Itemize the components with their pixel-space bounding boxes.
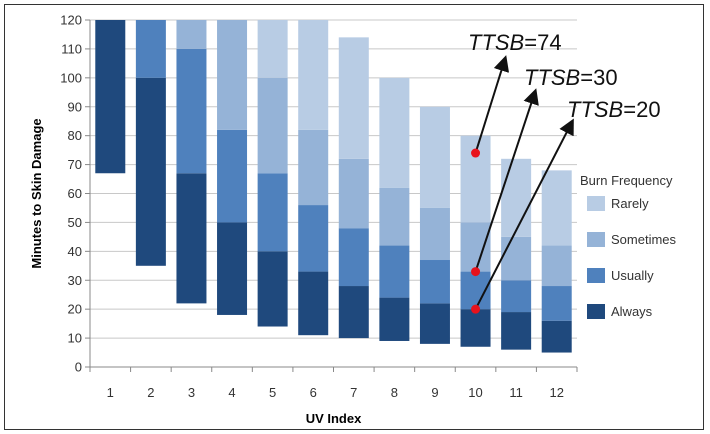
bar-segment-usually-uv3 <box>176 48 207 174</box>
y-tick-label: 100 <box>60 70 82 85</box>
annotation-label-prefix: TTSB <box>567 97 623 122</box>
bar-segment-usually-uv4 <box>217 129 248 223</box>
bar-segment-always-uv11 <box>501 312 532 350</box>
bar-segment-always-uv10 <box>460 309 491 347</box>
bar-segment-always-uv9 <box>419 303 450 344</box>
bar-segment-always-uv3 <box>176 173 207 304</box>
bar-segment-rarely-uv12 <box>541 170 572 246</box>
bar-segment-always-uv8 <box>379 297 410 341</box>
x-axis-title: UV Index <box>306 411 362 426</box>
legend-label-rarely: Rarely <box>611 196 649 211</box>
bar-segment-rarely-uv9 <box>419 106 450 208</box>
annotation-label-prefix: TTSB <box>468 30 524 55</box>
bars <box>95 20 572 353</box>
bar-segment-usually-uv5 <box>257 173 288 252</box>
bar-segment-usually-uv11 <box>501 280 532 313</box>
x-tick-label: 3 <box>188 385 195 400</box>
annotation-label-prefix: TTSB <box>524 65 580 90</box>
annotation-label: TTSB=30 <box>524 65 618 90</box>
annotation-marker <box>471 267 481 277</box>
bar-segment-usually-uv9 <box>419 260 450 304</box>
bar-segment-sometimes-uv9 <box>419 207 450 261</box>
legend-label-sometimes: Sometimes <box>611 232 677 247</box>
y-tick-label: 50 <box>68 215 82 230</box>
bar-segment-usually-uv6 <box>298 205 329 272</box>
bar-segment-always-uv2 <box>135 77 166 266</box>
x-tick-label: 10 <box>468 385 482 400</box>
annotation-arrow <box>474 88 539 272</box>
bar-segment-rarely-uv6 <box>298 20 329 130</box>
legend-label-usually: Usually <box>611 268 654 283</box>
x-tick-label: 1 <box>107 385 114 400</box>
bar-segment-always-uv1 <box>95 20 126 174</box>
y-tick-label: 20 <box>68 302 82 317</box>
bar-segment-usually-uv7 <box>338 228 369 287</box>
annotation-marker <box>471 304 481 314</box>
legend-swatch-always <box>587 304 605 319</box>
y-tick-label: 10 <box>68 331 82 346</box>
legend-label-always: Always <box>611 304 653 319</box>
y-tick-label: 80 <box>68 128 82 143</box>
bar-segment-always-uv5 <box>257 251 288 327</box>
bar-segment-sometimes-uv10 <box>460 222 491 272</box>
bar-segment-always-uv6 <box>298 271 329 336</box>
x-tick-label: 8 <box>391 385 398 400</box>
bar-segment-rarely-uv8 <box>379 77 410 188</box>
bar-segment-usually-uv2 <box>135 20 166 78</box>
x-tick-label: 11 <box>509 385 523 400</box>
annotation-marker <box>471 148 481 158</box>
bar-segment-rarely-uv5 <box>257 20 288 78</box>
y-tick-label: 0 <box>75 360 82 375</box>
y-tick-label: 30 <box>68 273 82 288</box>
y-axis-title: Minutes to Skin Damage <box>29 118 44 268</box>
bar-segment-usually-uv12 <box>541 286 572 321</box>
y-tick-label: 120 <box>60 13 82 28</box>
bar-segment-sometimes-uv12 <box>541 245 572 287</box>
annotation-label-suffix: =30 <box>580 65 617 90</box>
x-tick-label: 12 <box>549 385 563 400</box>
x-tick-label: 6 <box>310 385 317 400</box>
bar-segment-always-uv12 <box>541 320 572 353</box>
bar-segment-usually-uv8 <box>379 245 410 298</box>
bar-segment-sometimes-uv8 <box>379 187 410 246</box>
bar-segment-always-uv4 <box>217 222 248 315</box>
chart-frame: 0 10 20 30 40 50 60 70 80 90 100 110 120 1 2 3 4 5 6 7 8 9 10 1… <box>4 4 704 430</box>
legend-title: Burn Frequency <box>580 173 673 188</box>
legend-swatch-rarely <box>587 196 605 211</box>
bar-segment-sometimes-uv4 <box>217 20 248 130</box>
bar-segment-rarely-uv7 <box>338 37 369 159</box>
annotation-label-suffix: =20 <box>623 97 660 122</box>
bar-segment-sometimes-uv3 <box>176 20 207 49</box>
x-tick-label: 7 <box>350 385 357 400</box>
legend-swatch-sometimes <box>587 232 605 247</box>
y-tick-label: 60 <box>68 186 82 201</box>
y-tick-label: 40 <box>68 244 82 259</box>
x-tick-label: 9 <box>431 385 438 400</box>
annotation-label: TTSB=74 <box>468 30 562 55</box>
bar-segment-sometimes-uv5 <box>257 77 288 174</box>
x-tick-label: 4 <box>228 385 235 400</box>
y-tick-label: 90 <box>68 99 82 114</box>
y-tick-label: 110 <box>61 41 82 56</box>
bar-segment-sometimes-uv11 <box>501 236 532 281</box>
legend-swatch-usually <box>587 268 605 283</box>
x-tick-label: 5 <box>269 385 276 400</box>
bar-segment-rarely-uv11 <box>501 158 532 237</box>
annotation-label-suffix: =74 <box>524 30 561 55</box>
gridlines <box>90 19 577 368</box>
annotation-arrow <box>474 118 574 310</box>
bar-segment-sometimes-uv6 <box>298 129 329 206</box>
x-tick-label: 2 <box>147 385 154 400</box>
y-tick-label: 70 <box>68 157 82 172</box>
bar-segment-always-uv7 <box>338 286 369 339</box>
annotation-arrow <box>474 55 510 154</box>
annotation-label: TTSB=20 <box>567 97 661 122</box>
bar-segment-sometimes-uv7 <box>338 158 369 229</box>
legend: Burn Frequency Rarely Sometimes Usually Alw… <box>580 173 677 319</box>
